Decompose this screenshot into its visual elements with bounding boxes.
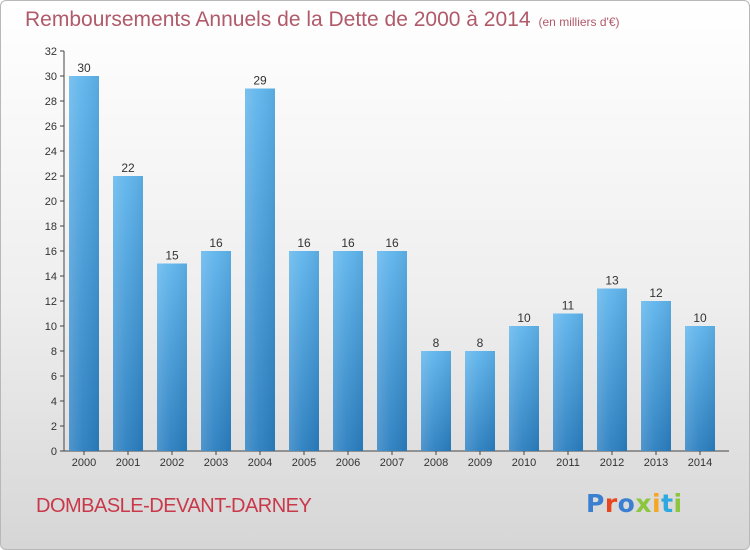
x-tick-label: 2014	[688, 457, 712, 469]
bar-shine-2012	[597, 288, 627, 451]
y-tick-label: 2	[51, 421, 57, 433]
x-tick-label: 2003	[204, 457, 228, 469]
data-label: 13	[605, 274, 619, 288]
y-tick-label: 12	[45, 296, 57, 308]
x-tick-label: 2002	[160, 457, 184, 469]
data-label: 11	[562, 299, 575, 313]
bar-shine-2010	[509, 326, 539, 451]
y-tick-label: 10	[45, 321, 57, 333]
commune-name: DOMBASLE-DEVANT-DARNEY	[36, 495, 312, 517]
y-tick-label: 18	[45, 221, 57, 233]
bar-shine-2005	[289, 251, 319, 451]
data-label: 16	[209, 236, 223, 250]
data-label: 8	[477, 336, 484, 350]
bars	[69, 76, 715, 451]
logo-letter: t	[661, 489, 674, 518]
x-tick-label: 2009	[468, 457, 492, 469]
y-tick-label: 26	[45, 121, 57, 133]
x-tick-label: 2008	[424, 457, 448, 469]
data-label: 16	[341, 236, 355, 250]
data-label: 30	[77, 61, 91, 75]
x-tick-label: 2004	[248, 457, 272, 469]
data-label: 16	[385, 236, 399, 250]
y-tick-label: 20	[45, 196, 57, 208]
x-tick-label: 2001	[116, 457, 140, 469]
x-tick-label: 2013	[644, 457, 668, 469]
bar-shine-2014	[685, 326, 715, 451]
bar-shine-2001	[113, 176, 143, 451]
logo-letter: r	[604, 489, 618, 518]
data-label: 12	[649, 286, 663, 300]
x-tick-label: 2000	[72, 457, 96, 469]
bar-shine-2003	[201, 251, 231, 451]
unit-label: (en milliers d'€)	[538, 15, 620, 29]
bar-shine-2000	[69, 76, 99, 451]
logo-letter: P	[586, 489, 605, 518]
y-tick-label: 6	[51, 371, 57, 383]
logo-letter: o	[617, 489, 636, 518]
bar-shine-2013	[641, 301, 671, 451]
x-tick-label: 2006	[336, 457, 360, 469]
data-label: 29	[253, 74, 267, 88]
x-tick-label: 2011	[556, 457, 580, 469]
data-label: 15	[165, 249, 179, 263]
y-tick-label: 22	[45, 171, 57, 183]
y-tick-label: 4	[51, 396, 57, 408]
bar-shine-2004	[245, 88, 275, 451]
y-tick-label: 28	[45, 96, 57, 108]
x-tick-label: 2010	[512, 457, 536, 469]
data-label: 10	[517, 311, 531, 325]
data-label: 8	[433, 336, 440, 350]
y-tick-label: 30	[45, 71, 57, 83]
title-text: Remboursements Annuels de la Dette de 20…	[25, 8, 531, 31]
data-label: 22	[121, 161, 135, 175]
bar-shine-2007	[377, 251, 407, 451]
chart-title: Remboursements Annuels de la Dette de 20…	[25, 8, 620, 32]
data-label: 16	[297, 236, 311, 250]
y-tick-label: 0	[51, 446, 57, 458]
y-tick-label: 32	[45, 46, 57, 58]
bar-shine-2009	[465, 351, 495, 451]
x-tick-label: 2007	[380, 457, 404, 469]
bar-shine-2006	[333, 251, 363, 451]
data-labels: 30 22 15 16 29 16 16 16 8 8 10 11 13 12 10	[77, 61, 707, 350]
data-label: 10	[693, 311, 707, 325]
logo-letter: i	[673, 489, 683, 518]
x-tick-label: 2012	[600, 457, 624, 469]
bar-shine-2002	[157, 263, 187, 451]
bar-shine-2008	[421, 351, 451, 451]
x-tick-label: 2005	[292, 457, 316, 469]
y-tick-label: 14	[45, 271, 57, 283]
bar-shine-2011	[553, 313, 583, 451]
logo-letter: i	[652, 489, 662, 518]
y-tick-label: 16	[45, 246, 57, 258]
y-tick-label: 8	[51, 346, 57, 358]
y-tick-label: 24	[45, 146, 57, 158]
logo-letter: x	[635, 489, 652, 518]
proxiti-logo[interactable]: Proxiti	[586, 489, 683, 518]
